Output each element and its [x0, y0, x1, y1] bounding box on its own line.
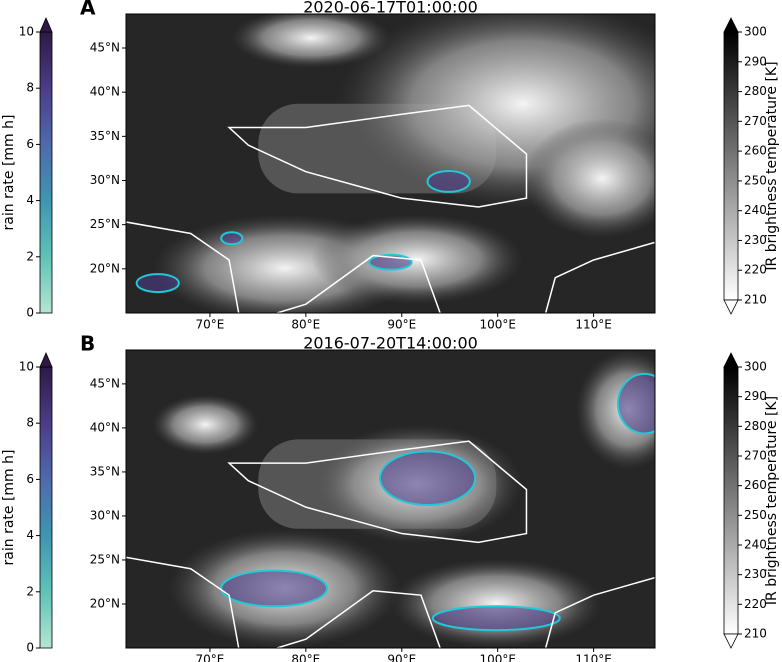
cloud: [152, 394, 259, 455]
rain-area: [378, 450, 477, 506]
map-panel: A 2020-06-17T01:00:00 70°E 80°E 90°E 100°E 110…: [1, 0, 780, 332]
rain-colorbar-label: rain rate [mm h]: [1, 450, 17, 566]
rain-colorbar-tick-label: 4: [26, 528, 34, 542]
ir-colorbar-extend-top: [723, 352, 739, 368]
coastline: [126, 556, 655, 648]
rain-colorbar-tick-label: 2: [26, 584, 34, 598]
lat-tick-label: 25°N: [90, 217, 120, 231]
map-frame: [125, 13, 656, 314]
rain-area: [220, 231, 244, 246]
ir-colorbar-tick-label: 270: [744, 114, 767, 128]
rain-area: [616, 372, 655, 435]
rain-area: [426, 169, 471, 193]
lat-tick-label: 20°N: [90, 261, 120, 275]
rain-colorbar-tick-label: 8: [26, 81, 34, 95]
map-image: [126, 14, 655, 313]
ir-colorbar-label: IR brightness temperature [K]: [764, 396, 780, 605]
panel-label: A: [80, 0, 96, 20]
map-image: [126, 350, 655, 648]
ir-colorbar-tick-label: 290: [744, 54, 767, 68]
ir-colorbar: [723, 366, 739, 635]
ir-colorbar-tick-label: 210: [744, 627, 767, 641]
lat-tick-label: 40°N: [90, 85, 120, 99]
lat-tick-label: 40°N: [90, 420, 120, 434]
panel-label: B: [80, 332, 95, 356]
rain-area: [220, 569, 329, 608]
rain-colorbar-tick-label: 0: [26, 306, 34, 320]
map-frame: [125, 349, 656, 649]
ir-colorbar-tick-label: 300: [744, 25, 767, 39]
rain-colorbar: [39, 31, 53, 314]
lat-tick-label: 30°N: [90, 173, 120, 187]
lat-tick-label: 35°N: [90, 464, 120, 478]
cloud: [231, 14, 391, 68]
rain-colorbar-tick-label: 0: [26, 641, 34, 655]
rain-colorbar-tick-label: 10: [19, 25, 34, 39]
rain-area: [431, 605, 561, 632]
ir-colorbar-tick-label: 240: [744, 203, 767, 217]
lon-tick-label: 80°E: [291, 318, 320, 332]
rain-colorbar-tick-label: 8: [26, 416, 34, 430]
panel-title: 2020-06-17T01:00:00: [303, 0, 478, 17]
lon-tick-label: 110°E: [575, 653, 612, 662]
ir-colorbar-tick-label: 280: [744, 419, 767, 433]
rain-colorbar-tick-label: 4: [26, 193, 34, 207]
ir-colorbar-extend-bottom: [723, 299, 739, 315]
lat-tick-label: 45°N: [90, 41, 120, 55]
lon-tick-label: 80°E: [291, 653, 320, 662]
lon-tick-label: 70°E: [196, 653, 225, 662]
lat-tick-label: 25°N: [90, 552, 120, 566]
lon-tick-label: 70°E: [196, 318, 225, 332]
lon-tick-label: 110°E: [575, 318, 612, 332]
ir-colorbar-tick-label: 280: [744, 84, 767, 98]
ir-colorbar-tick-label: 270: [744, 449, 767, 463]
ir-colorbar-tick-label: 230: [744, 567, 767, 581]
ir-colorbar-tick-label: 240: [744, 538, 767, 552]
coastline: [126, 221, 655, 313]
lat-tick-label: 30°N: [90, 508, 120, 522]
cloud: [522, 118, 655, 239]
rain-colorbar-tick-label: 6: [26, 137, 34, 151]
rain-colorbar-extend: [39, 351, 53, 368]
lon-tick-label: 100°E: [479, 653, 516, 662]
rain-colorbar-tick-label: 2: [26, 249, 34, 263]
plateau-outline: [227, 440, 528, 544]
lon-tick-label: 90°E: [387, 653, 416, 662]
lat-tick-label: 35°N: [90, 129, 120, 143]
ir-colorbar-tick-label: 250: [744, 508, 767, 522]
ir-colorbar-label: IR brightness temperature [K]: [764, 61, 780, 270]
rain-colorbar-extend: [39, 16, 53, 33]
ir-colorbar-tick-label: 220: [744, 263, 767, 277]
rain-colorbar-tick-label: 6: [26, 472, 34, 486]
lat-tick-label: 45°N: [90, 376, 120, 390]
ir-colorbar-tick-label: 300: [744, 360, 767, 374]
lon-tick-label: 100°E: [479, 318, 516, 332]
lat-tick-label: 20°N: [90, 596, 120, 610]
ir-colorbar-tick-label: 230: [744, 233, 767, 247]
ir-colorbar-tick-label: 250: [744, 173, 767, 187]
ir-colorbar-tick-label: 290: [744, 389, 767, 403]
rain-colorbar: [39, 366, 53, 649]
map-panel: B 2016-07-20T14:00:00 70°E 80°E 90°E 100°E 110…: [1, 332, 780, 662]
ir-colorbar-tick-label: 260: [744, 478, 767, 492]
ir-colorbar-tick-label: 220: [744, 597, 767, 611]
rain-colorbar-label: rain rate [mm h]: [1, 115, 17, 231]
ir-colorbar-extend-top: [723, 17, 739, 33]
rain-colorbar-tick-label: 10: [19, 360, 34, 374]
ir-colorbar-tick-label: 210: [744, 293, 767, 307]
lon-tick-label: 90°E: [387, 318, 416, 332]
ir-colorbar-extend-bottom: [723, 633, 739, 649]
plateau-outline: [227, 104, 528, 208]
rain-area: [135, 273, 180, 294]
cloud: [390, 558, 603, 648]
ir-colorbar-tick-label: 260: [744, 144, 767, 158]
ir-colorbar: [723, 31, 739, 301]
panel-title: 2016-07-20T14:00:00: [303, 334, 478, 353]
